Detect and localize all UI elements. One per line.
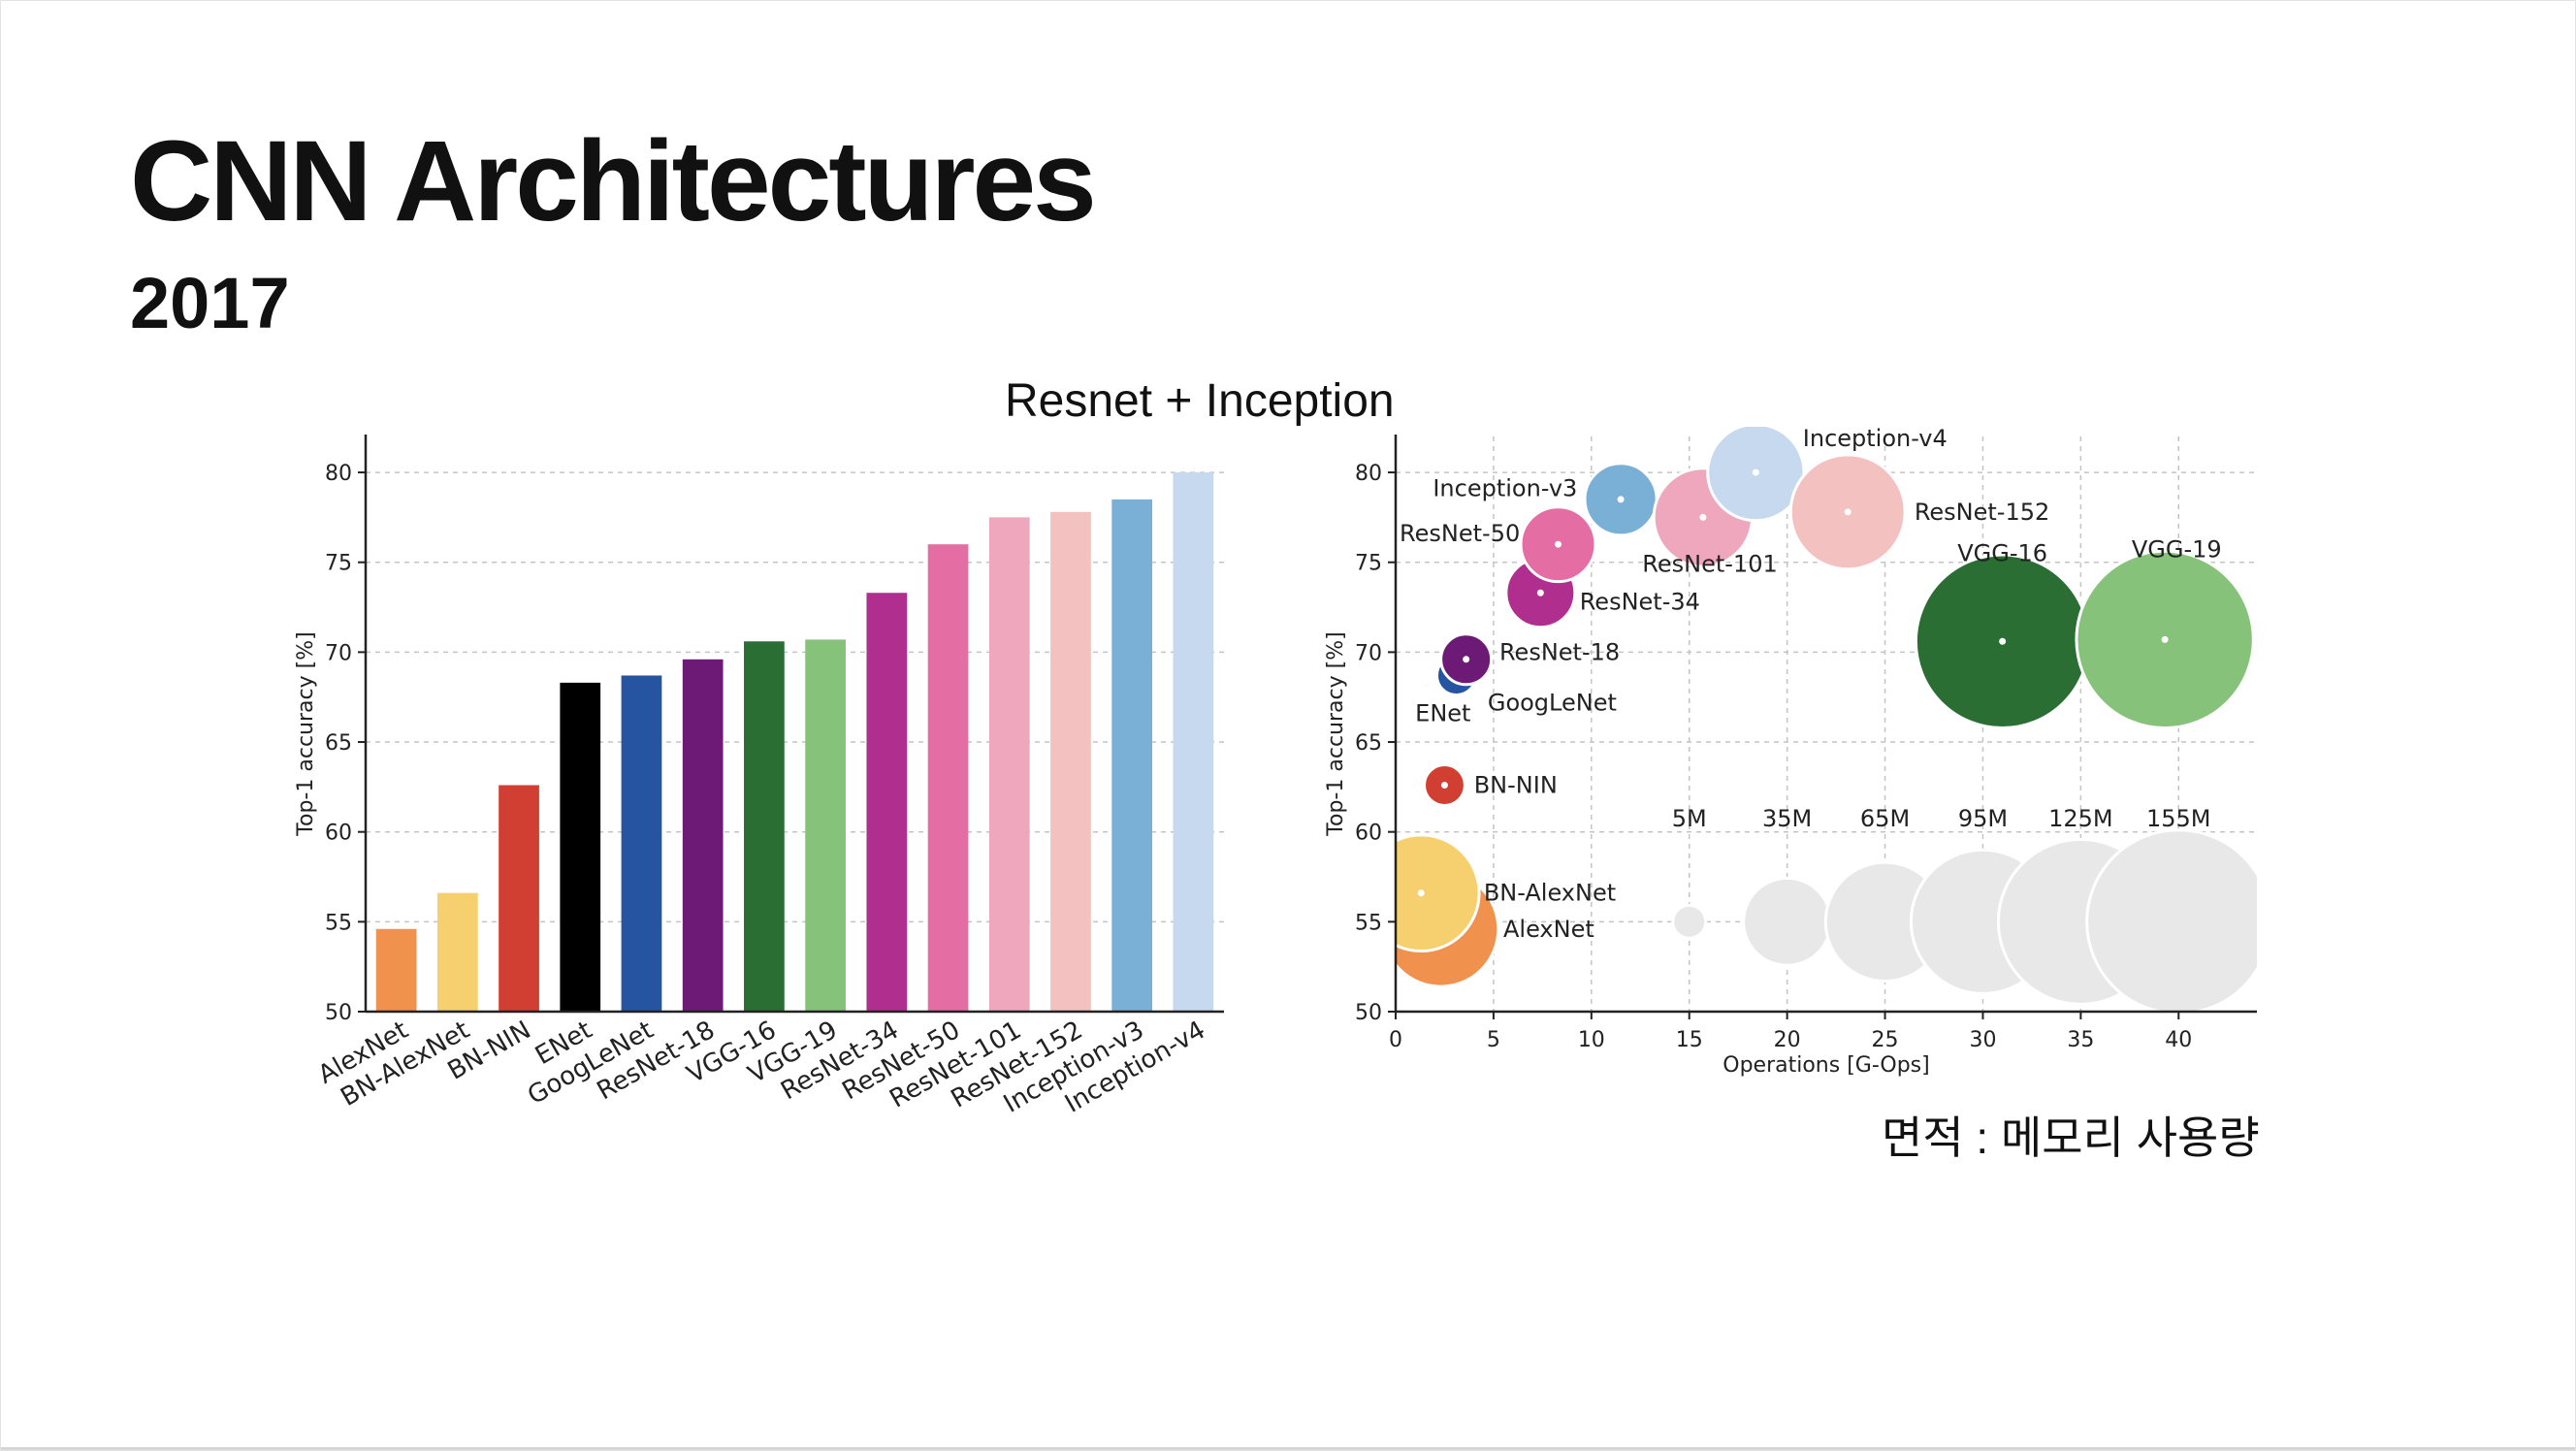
bar-y-tick-label: 65 (325, 731, 352, 756)
bar (436, 892, 478, 1012)
size-reference-bubble (1671, 903, 1708, 940)
bar (744, 641, 785, 1012)
bubble-y-tick-label: 65 (1355, 731, 1382, 756)
size-reference-label: 5M (1672, 805, 1707, 832)
bar (927, 544, 969, 1012)
bubble-center-dot (1752, 468, 1759, 476)
bubble-x-tick-label: 35 (2067, 1028, 2094, 1052)
memory-note: 면적 : 메모리 사용량 (1882, 1112, 2260, 1163)
bar (1111, 499, 1153, 1012)
bubble-y-tick-label: 50 (1355, 1001, 1382, 1025)
bubble-label: AlexNet (1503, 916, 1594, 943)
bubble-label: BN-AlexNet (1484, 880, 1616, 907)
bar (1173, 472, 1214, 1012)
bubble-x-tick-label: 10 (1578, 1028, 1605, 1052)
bar-y-tick-label: 60 (325, 822, 352, 846)
bubble-x-tick-label: 25 (1872, 1028, 1899, 1052)
size-reference-bubble (2085, 828, 2257, 1012)
bubble-label: ResNet-34 (1580, 588, 1700, 615)
bar-y-tick-label: 55 (325, 911, 352, 935)
bar (560, 682, 601, 1012)
bubble-center-dot (1423, 679, 1431, 687)
bubble-center-dot (1999, 637, 2007, 645)
bubble-x-tick-label: 40 (2165, 1028, 2192, 1052)
bubble-label: VGG-19 (2132, 536, 2222, 564)
bubble-center-dot (1844, 508, 1852, 516)
size-reference-label: 95M (1958, 805, 2008, 832)
bubble-label: Inception-v3 (1433, 475, 1577, 502)
bubble-center-dot (1463, 656, 1470, 663)
bubble-center-dot (1440, 782, 1448, 790)
slide-bottom-rule (0, 1447, 2576, 1451)
bubble-x-tick-label: 0 (1389, 1028, 1402, 1052)
size-reference-label: 155M (2146, 805, 2211, 832)
bubble-center-dot (1536, 589, 1544, 597)
slide-subtitle: 2017 (130, 263, 290, 343)
bar (499, 785, 539, 1012)
bubble-label: ResNet-101 (1642, 551, 1777, 578)
bar (988, 517, 1030, 1012)
size-reference-label: 35M (1762, 805, 1812, 832)
bubble-label: Inception-v4 (1803, 425, 1948, 452)
bubble-x-tick-label: 30 (1969, 1028, 1996, 1052)
bubble-y-tick-label: 80 (1355, 462, 1382, 486)
bubble-label: ENet (1415, 699, 1470, 726)
bubble-center-dot (1417, 889, 1425, 897)
bar (375, 928, 417, 1012)
bubble-y-tick-label: 70 (1355, 641, 1382, 665)
bubble-label: ResNet-18 (1499, 638, 1620, 665)
bubble-label: BN-NIN (1474, 772, 1558, 799)
bubble-x-tick-label: 20 (1774, 1028, 1801, 1052)
chart-caption: Resnet + Inception (1005, 375, 1395, 427)
bubble-label: GoogLeNet (1488, 689, 1617, 716)
bar-y-tick-label: 70 (325, 641, 352, 665)
bubble-y-tick-label: 55 (1355, 911, 1382, 935)
bubble-point (1396, 833, 1481, 953)
bar (805, 639, 846, 1012)
bar-y-tick-label: 50 (325, 1001, 352, 1025)
bubble-label: ResNet-152 (1915, 499, 2049, 526)
bubble-label: VGG-16 (1957, 539, 2047, 566)
bar-y-tick-label: 75 (325, 552, 352, 576)
bar-y-tick-label: 80 (325, 462, 352, 486)
bubble-label: ResNet-50 (1400, 520, 1520, 547)
bubble-x-tick-label: 15 (1676, 1028, 1703, 1052)
size-reference-label: 65M (1860, 805, 1910, 832)
bubble-x-axis-title: Operations [G-Ops] (1723, 1053, 1929, 1078)
bubble-y-tick-label: 75 (1355, 552, 1382, 576)
bubble-marks (1396, 427, 2257, 1012)
bar-y-axis-title: Top-1 accuracy [%] (294, 631, 318, 836)
bubble-x-tick-label: 5 (1487, 1028, 1500, 1052)
bar (1050, 511, 1091, 1012)
bar (866, 593, 908, 1012)
bar (682, 659, 724, 1012)
bubble-center-dot (1699, 513, 1707, 521)
bubble-center-dot (2161, 635, 2169, 643)
bubble-center-dot (1617, 496, 1625, 503)
bubble-center-dot (1555, 540, 1562, 548)
size-reference-bubble (1742, 876, 1833, 967)
size-reference-label: 125M (2048, 805, 2113, 832)
bar (621, 675, 662, 1012)
bubble-y-tick-label: 60 (1355, 822, 1382, 846)
slide-title: CNN Architectures (130, 117, 1097, 245)
bubble-y-axis-title: Top-1 accuracy [%] (1324, 631, 1348, 836)
